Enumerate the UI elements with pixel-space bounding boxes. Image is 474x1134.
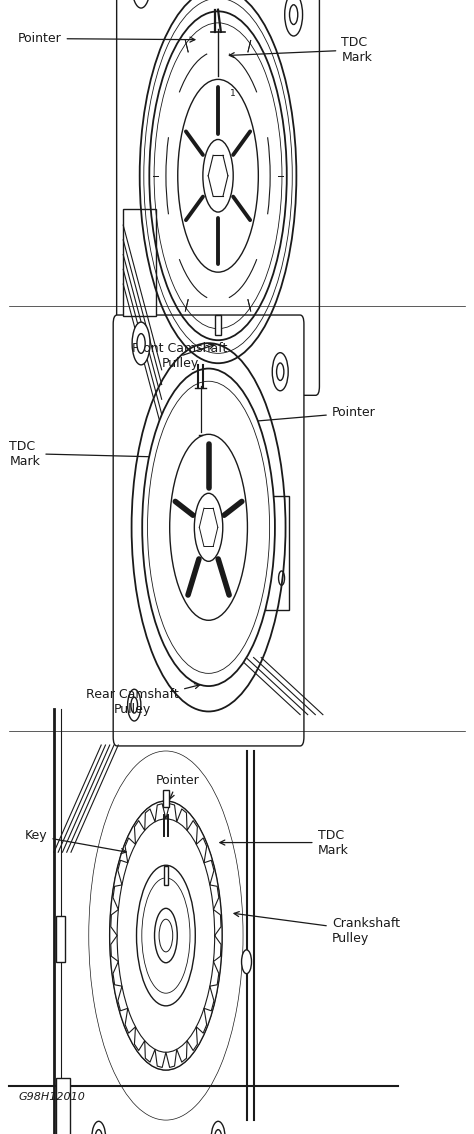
Circle shape: [272, 353, 288, 391]
Circle shape: [117, 819, 215, 1052]
Circle shape: [170, 434, 247, 620]
Circle shape: [147, 381, 270, 674]
FancyBboxPatch shape: [117, 0, 319, 396]
Circle shape: [131, 697, 137, 713]
Text: Pointer: Pointer: [18, 32, 195, 45]
Circle shape: [109, 801, 222, 1070]
Circle shape: [203, 139, 233, 212]
Bar: [123, 209, 156, 315]
Circle shape: [142, 878, 190, 993]
Circle shape: [277, 363, 284, 381]
Circle shape: [137, 865, 195, 1006]
Circle shape: [142, 369, 275, 686]
Circle shape: [137, 333, 145, 354]
Text: Pointer: Pointer: [225, 406, 375, 426]
Circle shape: [95, 1129, 102, 1134]
Circle shape: [132, 322, 150, 365]
Text: Front Camshaft
Pulley: Front Camshaft Pulley: [132, 342, 228, 370]
Circle shape: [92, 1122, 106, 1134]
FancyBboxPatch shape: [113, 315, 304, 746]
Circle shape: [290, 5, 298, 25]
Circle shape: [279, 572, 284, 585]
Text: Crankshaft
Pulley: Crankshaft Pulley: [234, 912, 400, 945]
Bar: [56, 916, 65, 962]
Circle shape: [155, 908, 177, 963]
Circle shape: [132, 0, 150, 8]
Text: 1: 1: [230, 90, 236, 99]
Bar: [56, 1078, 70, 1134]
Text: Key: Key: [25, 829, 126, 854]
Circle shape: [194, 493, 223, 561]
Text: TDC
Mark: TDC Mark: [9, 440, 157, 467]
Text: Pointer: Pointer: [156, 773, 200, 799]
Text: TDC
Mark: TDC Mark: [229, 36, 372, 64]
Text: G98H12010: G98H12010: [19, 1092, 86, 1102]
Text: TDC
Mark: TDC Mark: [220, 829, 348, 856]
Circle shape: [215, 1129, 222, 1134]
Wedge shape: [89, 751, 243, 1120]
Circle shape: [211, 1122, 225, 1134]
Circle shape: [242, 950, 252, 974]
Bar: [164, 865, 168, 885]
Polygon shape: [163, 790, 169, 807]
Circle shape: [285, 0, 302, 36]
Bar: [215, 315, 221, 336]
Circle shape: [159, 920, 173, 951]
Circle shape: [128, 689, 141, 721]
Polygon shape: [111, 804, 221, 1067]
Text: Rear Camshaft
Pulley: Rear Camshaft Pulley: [86, 684, 200, 716]
Bar: [265, 496, 289, 610]
Circle shape: [275, 562, 288, 594]
